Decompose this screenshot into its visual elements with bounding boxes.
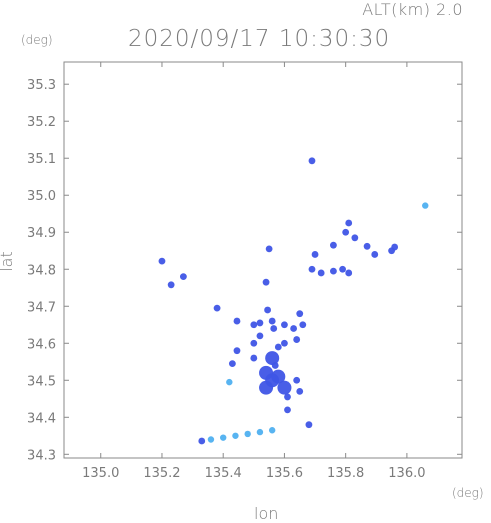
echo-point [262, 278, 270, 286]
x-tick-label: 135.8 [327, 466, 364, 481]
echo-point [271, 369, 286, 384]
echo-point [330, 241, 337, 249]
echo-point [256, 319, 264, 327]
echo-point [228, 360, 236, 368]
echo-point [388, 247, 395, 255]
echo-point [271, 362, 279, 369]
x-tick-label: 135.6 [266, 466, 303, 481]
echo-point [250, 339, 258, 347]
y-tick-label: 35.3 [27, 78, 56, 93]
y-tick-label: 35.2 [27, 115, 56, 130]
echo-point [342, 228, 350, 236]
echo-point [265, 351, 280, 366]
x-axis-unit: (deg) [452, 486, 484, 500]
echo-point [226, 378, 233, 386]
x-tick-label: 135.4 [205, 466, 242, 481]
echo-point [268, 317, 276, 325]
y-tick-label: 35.0 [27, 189, 56, 204]
echo-point [281, 321, 288, 329]
timestamp-title: 2020/09/17 10:30:30 [128, 26, 391, 52]
echo-point [264, 306, 271, 314]
echo-point [330, 267, 337, 275]
echo-point [198, 437, 206, 445]
echo-point [259, 380, 274, 395]
y-tick-label: 34.8 [27, 263, 56, 278]
echo-point [220, 434, 227, 441]
y-tick-label: 34.7 [27, 300, 56, 315]
echo-point [250, 354, 258, 362]
echo-point [284, 393, 291, 401]
echo-point [363, 242, 371, 250]
echo-point [256, 428, 264, 436]
y-tick-label: 34.4 [27, 411, 56, 426]
x-tick-label: 135.2 [143, 466, 180, 481]
echo-point [244, 430, 251, 438]
echo-point [317, 269, 325, 277]
x-tick-label: 135.0 [82, 466, 119, 481]
y-tick-label: 34.3 [27, 448, 56, 463]
axis-ticks: 135.0 135.2 135.4 135.6 135.8 136.0 34.3 34.4 34… [27, 62, 462, 481]
echo-point [281, 339, 288, 347]
echo-point [250, 321, 258, 329]
y-axis-unit: (deg) [21, 33, 53, 47]
echo-point [158, 257, 166, 265]
echo-point [339, 265, 346, 273]
y-tick-label: 34.9 [27, 226, 56, 241]
echo-point [345, 219, 353, 227]
echo-point [293, 376, 301, 384]
echo-point [277, 380, 292, 395]
echo-point [180, 273, 187, 281]
plot-frame [63, 61, 463, 459]
echo-point [265, 245, 273, 253]
x-tick-label: 136.0 [388, 466, 425, 481]
echo-point [311, 251, 319, 258]
echo-point [167, 281, 175, 289]
echo-layer [158, 157, 429, 445]
echo-point [308, 157, 316, 165]
echo-point [233, 317, 241, 325]
echo-point [345, 269, 353, 277]
echo-point [351, 234, 359, 242]
echo-point [290, 325, 298, 332]
echo-point [268, 427, 276, 434]
echo-point [296, 387, 304, 395]
echo-point [232, 432, 239, 439]
echo-point [256, 332, 264, 340]
echo-point [233, 347, 241, 355]
echo-point [299, 321, 307, 329]
echo-point [284, 406, 291, 414]
echo-point [274, 343, 282, 351]
echo-point [308, 265, 316, 273]
echo-point [305, 421, 313, 429]
y-tick-label: 34.6 [27, 337, 56, 352]
echo-point [207, 436, 215, 443]
echo-point [371, 251, 379, 258]
echo-point [422, 202, 429, 209]
echo-point [270, 325, 278, 332]
x-axis-label: lon [254, 504, 279, 523]
y-tick-label: 34.5 [27, 374, 56, 389]
echo-point [296, 310, 304, 318]
altitude-label: ALT(km) 2.0 [362, 0, 463, 19]
echo-point [213, 304, 221, 312]
y-tick-label: 35.1 [27, 152, 56, 167]
echo-point [293, 336, 301, 343]
